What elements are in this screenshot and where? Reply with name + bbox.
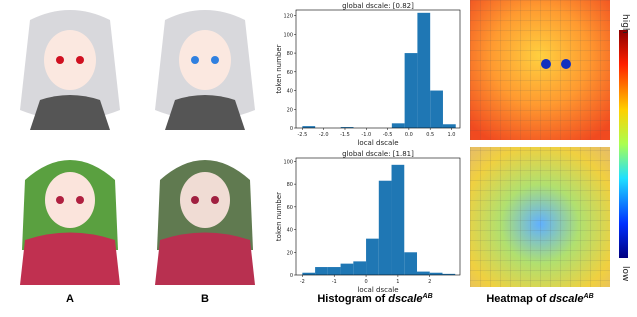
bar <box>417 13 430 128</box>
y-tick-label: 120 <box>283 14 293 20</box>
colorbar <box>619 30 628 258</box>
y-tick-label: 80 <box>287 51 293 57</box>
heatmap-spot <box>541 59 551 69</box>
caption-heatmap: Heatmap of dscaleAB <box>486 293 593 305</box>
x-tick-label: 0 <box>364 279 367 285</box>
x-tick-label: 2 <box>428 279 431 285</box>
y-tick-label: 0 <box>290 126 293 132</box>
colorbar-high: high <box>620 14 630 34</box>
image-b-top <box>155 10 255 130</box>
bar <box>405 53 418 128</box>
figure: high low A B Histogram of dscaleAB Heatm… <box>0 0 637 313</box>
heatmap-grid <box>470 147 610 287</box>
y-tick-label: 60 <box>287 70 293 76</box>
x-tick-label: -1.0 <box>361 132 371 138</box>
y-axis-label: token number <box>275 44 283 93</box>
bar <box>404 252 417 275</box>
colorbar-low: low <box>620 266 630 281</box>
x-tick-label: -0.5 <box>383 132 393 138</box>
x-tick-label: 1.0 <box>448 132 456 138</box>
y-tick-label: 20 <box>287 107 293 113</box>
x-tick-label: -2.5 <box>298 132 308 138</box>
x-tick-label: 1 <box>396 279 399 285</box>
y-tick-label: 80 <box>287 182 293 188</box>
bar <box>430 273 443 275</box>
y-tick-label: 40 <box>287 89 293 95</box>
bar <box>379 181 392 275</box>
y-tick-label: 20 <box>287 250 293 256</box>
bar <box>353 261 366 275</box>
y-tick-label: 60 <box>287 205 293 211</box>
x-axis-label: local dscale <box>357 139 398 147</box>
y-tick-label: 40 <box>287 228 293 234</box>
caption-b: B <box>201 293 209 305</box>
bar <box>443 124 456 128</box>
y-tick-label: 0 <box>290 273 293 279</box>
y-tick-label: 100 <box>283 159 293 165</box>
bar <box>341 264 354 275</box>
x-tick-label: 0.5 <box>426 132 434 138</box>
bar <box>430 91 443 128</box>
caption-histogram: Histogram of dscaleAB <box>317 293 432 305</box>
bar <box>315 267 328 275</box>
x-tick-label: 0.0 <box>405 132 413 138</box>
heatmap-spot <box>561 59 571 69</box>
x-axis-label: local dscale <box>357 286 398 294</box>
chart-title: global dscale: [0.82] <box>342 2 414 10</box>
x-tick-label: -2 <box>300 279 305 285</box>
bar <box>392 165 405 275</box>
bar <box>417 272 430 275</box>
image-a-top <box>20 10 120 130</box>
y-axis-label: token number <box>275 192 283 241</box>
x-tick-label: -1 <box>332 279 337 285</box>
image-b-bottom <box>155 160 255 285</box>
image-a-bottom <box>20 160 120 285</box>
chart-title: global dscale: [1.81] <box>342 150 414 158</box>
bar <box>366 239 379 275</box>
x-tick-label: -1.5 <box>340 132 350 138</box>
bar <box>392 123 405 128</box>
y-tick-label: 100 <box>283 32 293 38</box>
heatmap-grid <box>470 0 610 140</box>
caption-a: A <box>66 293 74 305</box>
x-tick-label: -2.0 <box>319 132 329 138</box>
bar <box>302 273 315 275</box>
bar <box>328 267 341 275</box>
